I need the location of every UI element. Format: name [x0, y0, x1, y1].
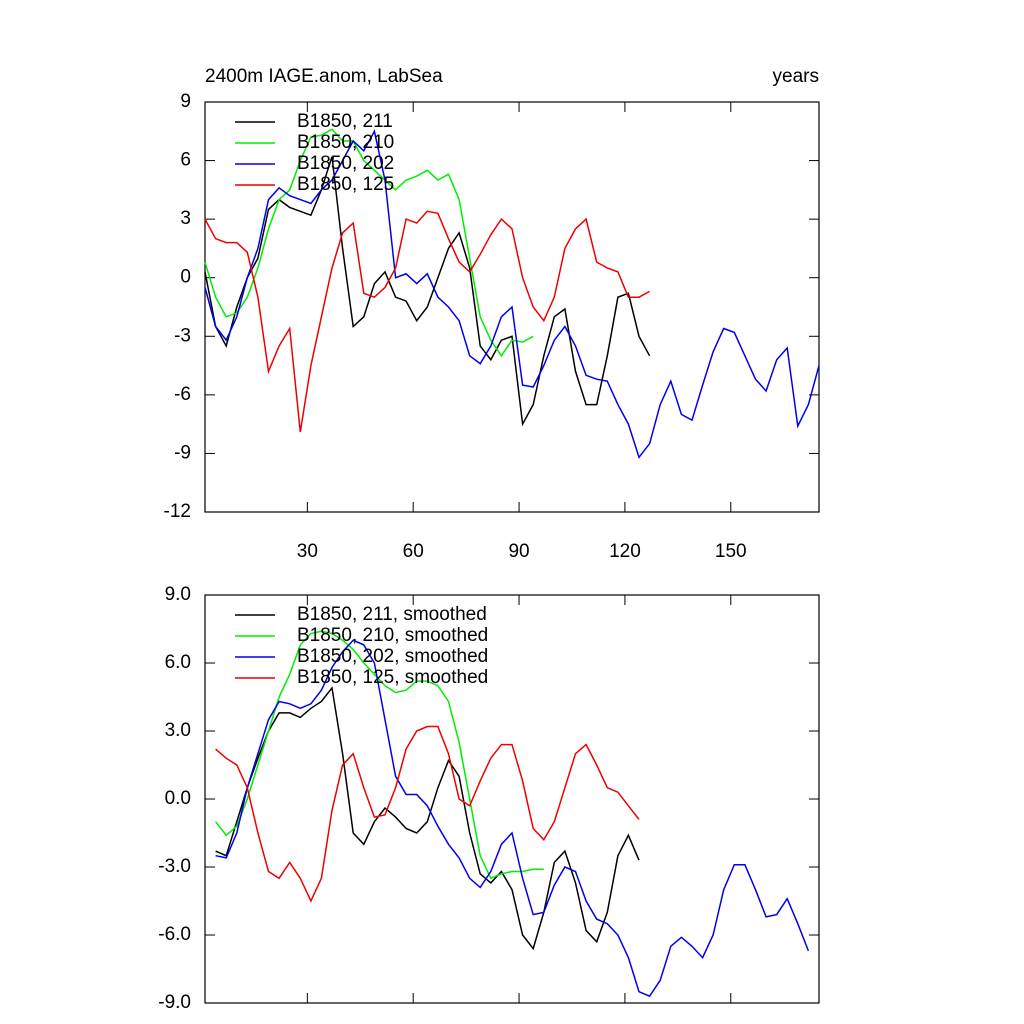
- series-line: [204, 128, 534, 358]
- legend-label: B1850, 125: [297, 174, 394, 195]
- units-label: years: [773, 66, 819, 87]
- y-tick-label: -6.0: [158, 924, 191, 945]
- y-tick-label: -6: [174, 384, 191, 405]
- x-tick-label: 120: [609, 541, 641, 562]
- y-tick-label: -9: [174, 442, 191, 463]
- y-tick-label: -12: [164, 501, 191, 522]
- legend-label: B1850, 211: [297, 111, 393, 132]
- series-line: [215, 639, 810, 998]
- legend-label: B1850, 211, smoothed: [297, 604, 487, 625]
- y-tick-label: -3: [174, 325, 191, 346]
- y-tick-label: -9.0: [158, 992, 191, 1013]
- y-tick-label: 6: [180, 150, 191, 171]
- x-tick-label: 60: [403, 541, 424, 562]
- plot-frame: [204, 101, 820, 513]
- y-tick-label: 9.0: [165, 584, 191, 605]
- x-tick-label: 150: [715, 541, 747, 562]
- legend-label: B1850, 210, smoothed: [297, 625, 488, 646]
- y-tick-label: 9: [180, 91, 191, 112]
- series-line: [204, 210, 650, 433]
- legend-label: B1850, 202: [297, 153, 394, 174]
- y-tick-label: 0: [180, 267, 191, 288]
- legend-label: B1850, 202, smoothed: [297, 646, 488, 667]
- chart-title: 2400m IAGE.anom, LabSea: [205, 66, 443, 87]
- y-tick-label: 3.0: [165, 720, 191, 741]
- x-tick-label: 90: [508, 541, 529, 562]
- series-line: [215, 686, 640, 951]
- y-tick-label: -3.0: [158, 856, 191, 877]
- y-tick-label: 6.0: [165, 652, 191, 673]
- series-line: [215, 725, 640, 903]
- x-tick-label: 30: [297, 541, 318, 562]
- y-tick-label: 0.0: [165, 788, 191, 809]
- y-tick-label: 3: [180, 208, 191, 229]
- series-line: [204, 129, 820, 459]
- legend-label: B1850, 125, smoothed: [297, 667, 488, 688]
- legend-label: B1850, 210: [297, 132, 394, 153]
